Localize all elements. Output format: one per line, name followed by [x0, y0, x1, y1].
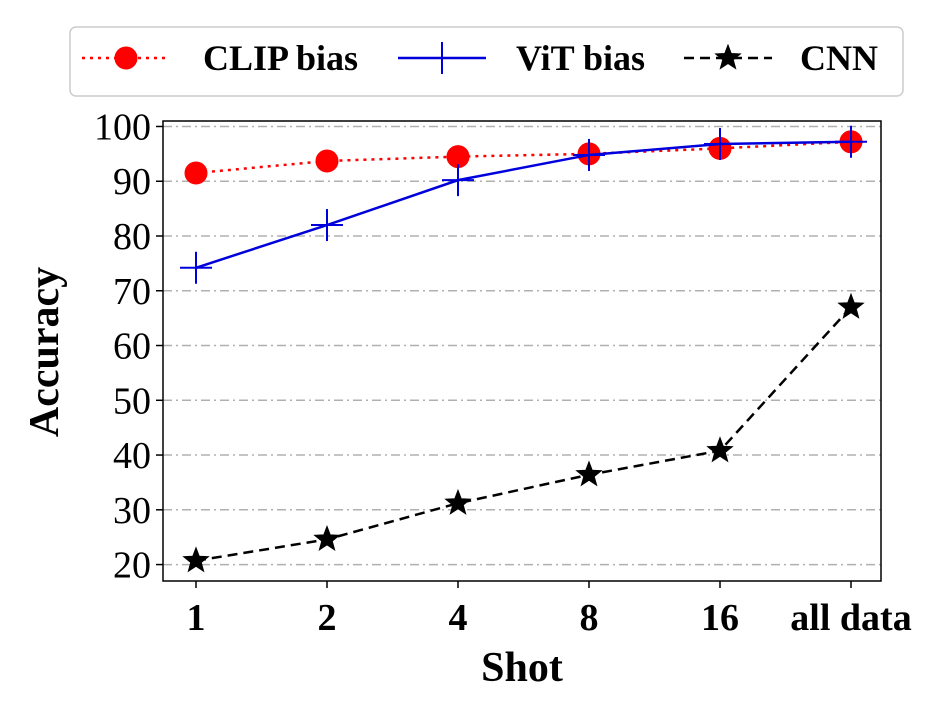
series-group: [180, 125, 867, 573]
y-tick-label: 90: [113, 161, 151, 203]
x-axis-ticks: 1 2 4 8 16 all data: [187, 581, 912, 639]
data-point-clip-bias: [184, 161, 208, 185]
legend: CLIP bias ViT bias CNN: [69, 26, 904, 97]
x-tick-label: 8: [580, 597, 599, 639]
legend-items: CLIP bias ViT bias CNN: [82, 38, 878, 78]
plot-area-frame: [162, 120, 882, 582]
y-tick-label: 50: [113, 380, 151, 422]
legend-entry-clip-bias: CLIP bias: [82, 38, 358, 78]
series-clip-bias: [184, 130, 863, 185]
y-tick-label: 20: [113, 545, 151, 587]
legend-marker-cnn: [714, 43, 742, 70]
x-tick-label: 4: [449, 597, 468, 639]
y-tick-label: 40: [113, 435, 151, 477]
legend-marker-clip-bias: [114, 46, 138, 70]
x-tick-label: 1: [187, 597, 206, 639]
x-tick-label: 2: [318, 597, 337, 639]
data-point-vit-bias: [573, 138, 605, 171]
grid-lines: [163, 125, 881, 566]
y-tick-label: 80: [113, 216, 151, 258]
data-point-vit-bias: [180, 251, 212, 284]
data-point-cnn: [444, 488, 472, 515]
data-point-cnn: [706, 436, 734, 463]
legend-label-clip-bias: CLIP bias: [203, 38, 358, 78]
data-point-clip-bias: [315, 149, 339, 173]
series-line-clip-bias: [195, 140, 852, 175]
series-cnn: [182, 292, 865, 573]
y-tick-label: 70: [113, 271, 151, 313]
data-point-cnn: [575, 460, 603, 487]
x-axis-title: Shot: [481, 645, 563, 691]
legend-entry-vit-bias: ViT bias: [398, 38, 645, 78]
data-point-vit-bias: [311, 209, 343, 242]
legend-entry-cnn: CNN: [684, 38, 878, 78]
legend-box: [69, 26, 904, 97]
y-tick-label: 30: [113, 490, 151, 532]
data-point-vit-bias: [704, 128, 736, 160]
data-point-cnn: [313, 524, 341, 552]
data-point-vit-bias: [835, 125, 867, 158]
x-tick-label: 16: [701, 597, 739, 639]
y-axis-title: Accuracy: [22, 267, 68, 437]
y-tick-label: 100: [94, 106, 151, 148]
series-vit-bias: [180, 125, 867, 284]
legend-label-cnn: CNN: [800, 38, 878, 78]
y-axis-ticks: 20 30 40 50 60 70 80 90 100: [94, 106, 163, 587]
data-point-cnn: [182, 546, 210, 573]
series-line-cnn: [195, 306, 852, 562]
y-tick-label: 60: [113, 326, 151, 368]
data-point-vit-bias: [442, 164, 474, 197]
legend-marker-vit-bias: [426, 42, 458, 74]
x-tick-label: all data: [790, 597, 911, 639]
legend-label-vit-bias: ViT bias: [516, 38, 645, 78]
data-point-cnn: [837, 292, 865, 319]
series-line-vit-bias: [195, 140, 852, 269]
